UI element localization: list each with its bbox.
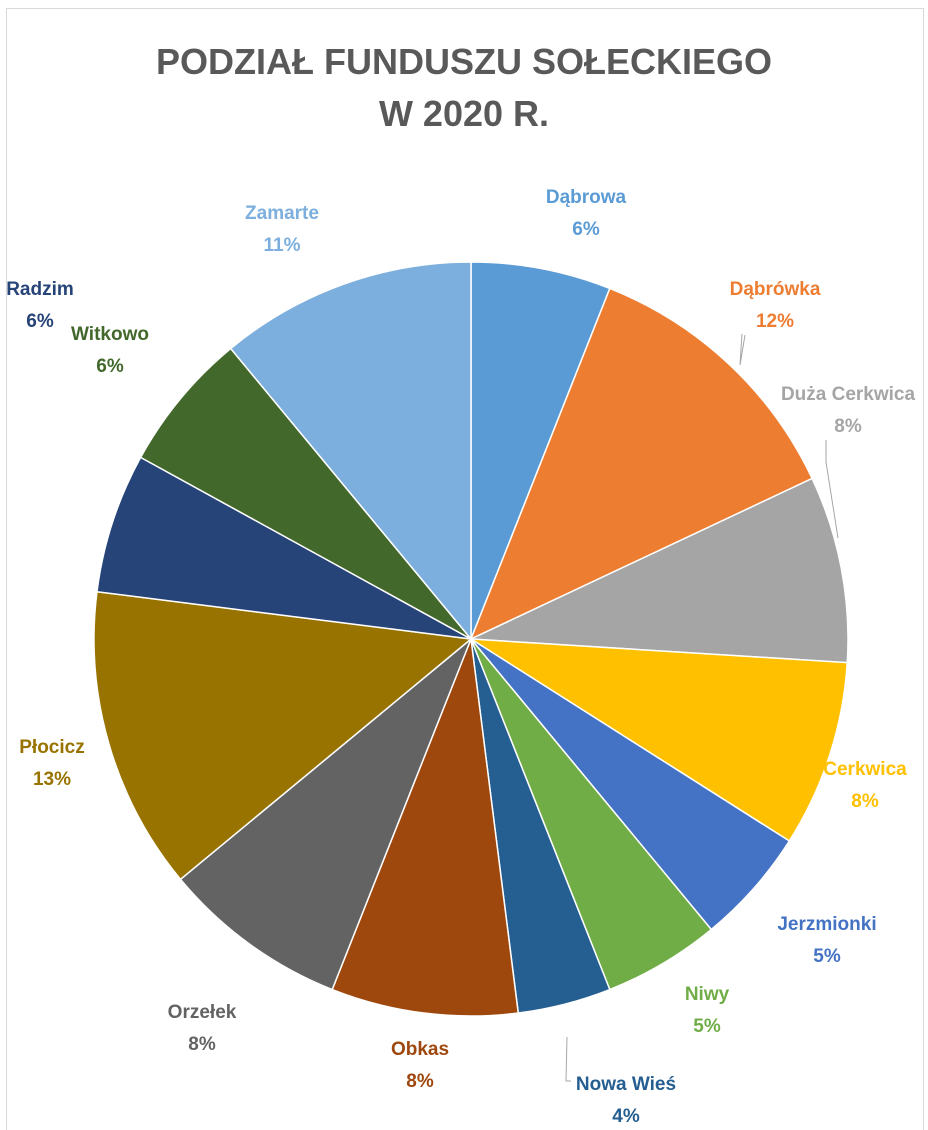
pie-slice-zamarte — [229, 261, 472, 642]
data-label-duza-cerkwica: Duża Cerkwica 8% — [781, 384, 916, 437]
data-label-value: 6% — [26, 311, 54, 332]
data-label-name: Radzim — [6, 279, 74, 300]
pie-slice-radzim — [96, 456, 472, 640]
pie-slice-orzelek — [179, 638, 472, 991]
data-label-name: Nowa Wieś — [576, 1074, 676, 1095]
leader-lines — [565, 333, 839, 1082]
data-label-value: 11% — [264, 235, 301, 256]
data-label-dabrowa: Dąbrowa 6% — [546, 187, 627, 240]
data-label-name: Witkowo — [71, 324, 149, 345]
data-label-name: Duża Cerkwica — [781, 384, 916, 405]
chart-title-line-2: W 2020 R. — [378, 93, 550, 134]
data-label-value: 5% — [693, 1016, 721, 1037]
chart-title-line-1: PODZIAŁ FUNDUSZU SOŁECKIEGO — [155, 41, 772, 82]
data-label-name: Dąbrówka — [730, 279, 821, 300]
data-label-name: Płocicz — [19, 737, 84, 758]
data-label-value: 8% — [188, 1034, 216, 1055]
data-label-value: 8% — [834, 416, 862, 437]
data-label-dabrowka: Dąbrówka 12% — [730, 279, 821, 332]
data-label-value: 8% — [851, 791, 879, 812]
data-label-plocicz: Płocicz 13% — [19, 737, 84, 790]
data-label-obkas: Obkas 8% — [391, 1039, 449, 1092]
data-label-name: Dąbrowa — [546, 187, 627, 208]
pie-slice-cerkwica — [470, 638, 849, 843]
pie-slices — [93, 261, 849, 1017]
data-label-name: Cerkwica — [823, 759, 907, 780]
data-label-value: 6% — [96, 356, 124, 377]
pie-slice-dabrowka — [469, 287, 814, 641]
data-label-name: Zamarte — [245, 203, 319, 224]
data-label-value: 6% — [572, 219, 600, 240]
data-label-name: Obkas — [391, 1039, 449, 1060]
data-label-jerzmionki: Jerzmionki 5% — [777, 914, 876, 967]
data-label-niwy: Niwy 5% — [685, 984, 730, 1037]
leader-line-nowa-wies — [565, 1036, 571, 1082]
pie-slice-witkowo — [139, 347, 472, 640]
data-label-radzim: Radzim 6% — [6, 279, 74, 332]
data-label-value: 4% — [612, 1106, 640, 1127]
data-label-witkowo: Witkowo 6% — [71, 324, 149, 377]
data-label-orzelek: Orzełek 8% — [168, 1002, 237, 1055]
data-label-value: 8% — [406, 1071, 434, 1092]
pie-slice-dabrowa — [470, 261, 611, 640]
data-label-value: 12% — [756, 311, 794, 332]
leader-line-dabrowka — [739, 333, 746, 366]
chart-title: PODZIAŁ FUNDUSZU SOŁECKIEGO W 2020 R. — [0, 36, 928, 140]
data-label-value: 5% — [813, 946, 841, 967]
data-label-cerkwica: Cerkwica 8% — [823, 759, 907, 812]
leader-line-duza-cerkwica — [825, 440, 839, 539]
data-label-value: 13% — [33, 769, 71, 790]
data-label-name: Orzełek — [168, 1002, 237, 1023]
data-label-nowa-wies: Nowa Wieś 4% — [576, 1074, 676, 1127]
pie-slice-obkas — [331, 638, 520, 1017]
data-label-zamarte: Zamarte 11% — [245, 203, 319, 256]
data-labels: Dąbrowa 6%Dąbrówka 12%Duża Cerkwica 8%Cerkw… — [6, 187, 915, 1127]
data-label-name: Niwy — [685, 984, 730, 1005]
data-label-name: Jerzmionki — [777, 914, 876, 935]
pie-slice-plocicz — [93, 590, 473, 881]
pie-slice-duza-cerkwica — [470, 477, 849, 664]
